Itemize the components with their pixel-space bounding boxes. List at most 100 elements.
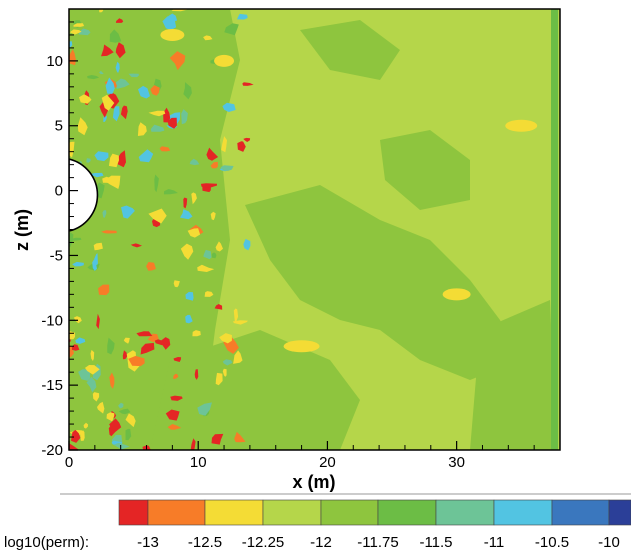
contour-patch (69, 41, 73, 48)
contour-patch (86, 376, 97, 393)
contour-patch (163, 107, 171, 123)
contour-patch (505, 119, 538, 132)
contour-patch (109, 372, 115, 389)
legend-tick-label: -11 (484, 534, 505, 551)
contour-patch (118, 408, 131, 415)
contour-patch (125, 413, 136, 428)
contour-patch (148, 208, 167, 224)
contour-patch (123, 337, 130, 344)
contour-patch (115, 150, 126, 168)
contour-patch (237, 141, 246, 152)
contour-patch (71, 429, 81, 443)
contour-patch (215, 241, 223, 252)
contour-patch (72, 261, 84, 267)
contour-patch (101, 230, 117, 234)
contour-patch (138, 85, 150, 99)
contour-patch (69, 344, 74, 358)
contour-patch (108, 425, 117, 437)
contour-patch (122, 350, 128, 360)
contour-patch (113, 442, 130, 450)
plot-area (69, 9, 560, 450)
contour-patch (215, 372, 223, 386)
contour-patch (140, 342, 155, 355)
contour-patch (92, 363, 101, 381)
contour-patch (93, 242, 103, 251)
y-tick-label: 0 (55, 183, 63, 200)
contour-regions (69, 9, 556, 450)
contour-region (300, 20, 400, 80)
contour-patch (77, 117, 88, 136)
contour-patch (115, 61, 120, 74)
contour-patch (72, 237, 82, 241)
contour-patch (99, 9, 104, 13)
axis-ticks: 0 10 20 30 10 5 0 -5 -10 -15 -20 (41, 21, 535, 471)
contour-patch (173, 357, 182, 362)
contour-patch (112, 106, 120, 122)
contour-patch (109, 29, 122, 43)
contour-patch (180, 243, 194, 260)
contour-patch (94, 151, 109, 162)
contour-patch (169, 51, 186, 71)
tunnel-opening (69, 158, 99, 232)
contour-patch (154, 339, 166, 346)
legend-tick-label: -12 (310, 534, 332, 551)
contour-patch (222, 368, 227, 377)
contour-patch (442, 288, 471, 301)
contour-patch (79, 94, 92, 104)
contour-patch (183, 82, 192, 100)
contour-patch (104, 175, 121, 189)
contour-patch (211, 252, 217, 259)
contour-patch (130, 243, 142, 248)
contour-patch (87, 75, 100, 80)
contour-patch (237, 13, 248, 20)
contour-patch (183, 197, 188, 209)
contour-region (150, 330, 360, 450)
contour-patch (160, 337, 171, 350)
contour-patch (138, 149, 154, 163)
contour-patch (167, 424, 182, 430)
contour-patch (283, 340, 320, 353)
legend-swatch (118, 499, 149, 526)
contour-patch (224, 23, 239, 36)
contour-patch (150, 124, 165, 132)
contour-patch (234, 431, 246, 443)
contour-patch (200, 183, 217, 188)
contour-patch (92, 259, 97, 271)
contour-patch (75, 337, 86, 344)
contour-patch (232, 320, 248, 325)
y-tick-label: -5 (50, 247, 63, 264)
legend-title: log10(perm): (4, 534, 89, 551)
contour-patch (101, 44, 114, 57)
contour-patch (108, 153, 119, 168)
contour-region (380, 130, 470, 210)
contour-patch (197, 264, 215, 272)
contour-patch (101, 94, 115, 111)
contour-patch (70, 29, 82, 35)
contour-patch (163, 189, 178, 195)
contour-patch (189, 158, 200, 166)
x-tick-label: 30 (448, 454, 465, 471)
contour-patch (192, 330, 201, 337)
contour-region (69, 9, 240, 450)
contour-patch (222, 359, 233, 366)
contour-patch (185, 291, 194, 301)
contour-patch (86, 158, 91, 163)
legend-swatch (493, 499, 553, 526)
contour-patch (115, 18, 124, 23)
legend-tick-label: -12.25 (242, 534, 285, 551)
contour-patch (118, 402, 124, 409)
contour-patch (194, 369, 199, 380)
contour-patch (148, 110, 166, 117)
contour-region (245, 185, 520, 380)
contour-patch (173, 373, 179, 379)
contour-patch (85, 365, 100, 375)
legend-swatch (262, 499, 322, 526)
contour-patch (96, 313, 100, 330)
contour-patch (233, 308, 239, 322)
contour-patch (121, 205, 135, 219)
contour-patch (219, 333, 232, 344)
contour-patch (210, 211, 216, 221)
contour-patch (150, 85, 160, 96)
contour-patch (94, 253, 98, 266)
